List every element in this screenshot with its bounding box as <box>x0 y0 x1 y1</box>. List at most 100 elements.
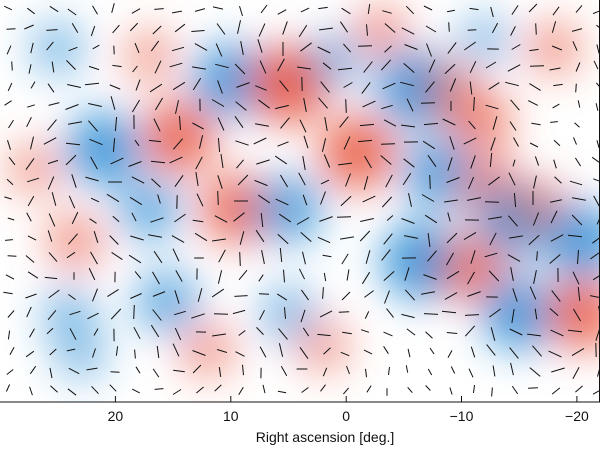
polarization-vector <box>529 367 541 377</box>
polarization-vector <box>427 368 433 376</box>
polarization-vector <box>425 25 437 33</box>
polarization-vector <box>212 6 224 10</box>
field-blob-cold-11 <box>134 268 201 335</box>
polarization-vector <box>280 117 290 129</box>
polarization-vector <box>511 385 519 395</box>
polarization-vector <box>66 60 76 70</box>
polarization-vector <box>71 211 79 225</box>
polarization-vector <box>236 82 250 88</box>
field-blob-cold-13 <box>253 173 324 245</box>
polarization-vector <box>447 42 457 54</box>
field-blob-cold-19 <box>402 136 475 209</box>
x-tick-label-4: −20 <box>565 408 589 424</box>
field-blob-cold-10 <box>117 176 183 242</box>
polarization-vector <box>130 235 144 241</box>
polarization-vector <box>593 60 599 70</box>
polarization-vector <box>255 123 269 127</box>
polarization-vector <box>572 197 586 201</box>
polarization-vector <box>380 143 396 145</box>
polarization-vector <box>365 250 371 264</box>
polarization-vector <box>591 156 600 164</box>
polarization-vector <box>363 61 373 73</box>
polarization-vector <box>88 103 102 107</box>
polarization-vector <box>444 63 456 75</box>
polarization-vector <box>386 308 394 318</box>
polarization-vector <box>404 289 416 301</box>
polarization-vector <box>66 348 76 352</box>
polarization-vector <box>214 215 228 223</box>
polarization-vector <box>4 100 12 106</box>
polarization-vector <box>277 9 287 15</box>
x-tick-label-0: 20 <box>108 408 124 424</box>
polarization-vector <box>154 388 164 390</box>
polarization-vector <box>90 197 100 203</box>
polarization-vector <box>337 67 353 71</box>
polarization-vector <box>404 267 410 281</box>
polarization-vector <box>447 350 453 358</box>
polarization-vector <box>383 119 397 127</box>
polarization-vector <box>553 139 561 147</box>
polarization-vector <box>567 329 583 333</box>
polarization-vector <box>111 251 123 261</box>
polarization-vector <box>596 216 600 225</box>
polarization-vector <box>422 140 436 150</box>
polarization-vector <box>423 274 437 280</box>
polarization-vector <box>68 121 82 125</box>
polarization-vector <box>27 271 39 279</box>
polarization-vector <box>423 5 433 11</box>
polarization-vector <box>217 137 221 153</box>
polarization-vector <box>572 308 582 322</box>
polarization-vector <box>323 347 331 355</box>
polarization-vector <box>112 138 116 152</box>
polarization-vector <box>7 330 11 340</box>
polarization-vector <box>130 293 142 299</box>
polarization-vector <box>535 23 537 35</box>
polarization-vector <box>428 59 436 73</box>
polarization-vector <box>92 44 100 50</box>
polarization-vector <box>302 251 306 265</box>
polarization-vector <box>571 28 583 32</box>
polarization-vector <box>132 65 138 73</box>
polarization-vector <box>300 232 312 242</box>
polarization-vector <box>4 196 12 200</box>
polarization-vector <box>484 201 500 203</box>
polarization-vector <box>386 215 394 221</box>
polarization-vector <box>215 63 229 69</box>
polarization-vector <box>421 194 435 202</box>
polarization-vector <box>532 345 542 357</box>
polarization-vector <box>85 176 99 182</box>
polarization-vector <box>153 250 163 264</box>
polarization-vector <box>234 295 248 297</box>
polarization-vector <box>51 61 55 73</box>
polarization-vector <box>238 330 246 336</box>
polarization-vector <box>5 239 13 241</box>
polarization-vector <box>26 177 40 183</box>
polarization-vector <box>174 327 182 341</box>
polarization-vector <box>550 329 564 337</box>
polarization-vector <box>214 384 222 392</box>
polarization-vector <box>448 22 450 32</box>
polarization-vector <box>47 119 57 131</box>
polarization-vector <box>109 384 117 392</box>
polarization-vector <box>174 213 186 223</box>
polarization-vector <box>150 324 160 338</box>
polarization-vector <box>319 216 333 222</box>
polarization-vector <box>528 3 538 13</box>
polarization-vector <box>298 268 306 280</box>
polarization-vector <box>529 142 539 148</box>
polarization-vector <box>258 274 264 282</box>
polarization-vector <box>48 102 60 106</box>
polarization-vector <box>66 251 76 259</box>
polarization-vector <box>551 21 557 33</box>
polarization-vector <box>320 179 330 185</box>
polarization-vector <box>442 118 456 126</box>
polarization-vector <box>30 42 34 54</box>
polarization-vector <box>486 344 496 356</box>
polarization-vector <box>27 235 37 241</box>
polarization-vector <box>233 212 245 222</box>
polarization-vector <box>534 308 538 320</box>
polarization-vector <box>363 349 373 355</box>
polarization-vector <box>340 236 354 240</box>
polarization-vector <box>106 193 120 203</box>
polarization-vector <box>595 103 599 111</box>
